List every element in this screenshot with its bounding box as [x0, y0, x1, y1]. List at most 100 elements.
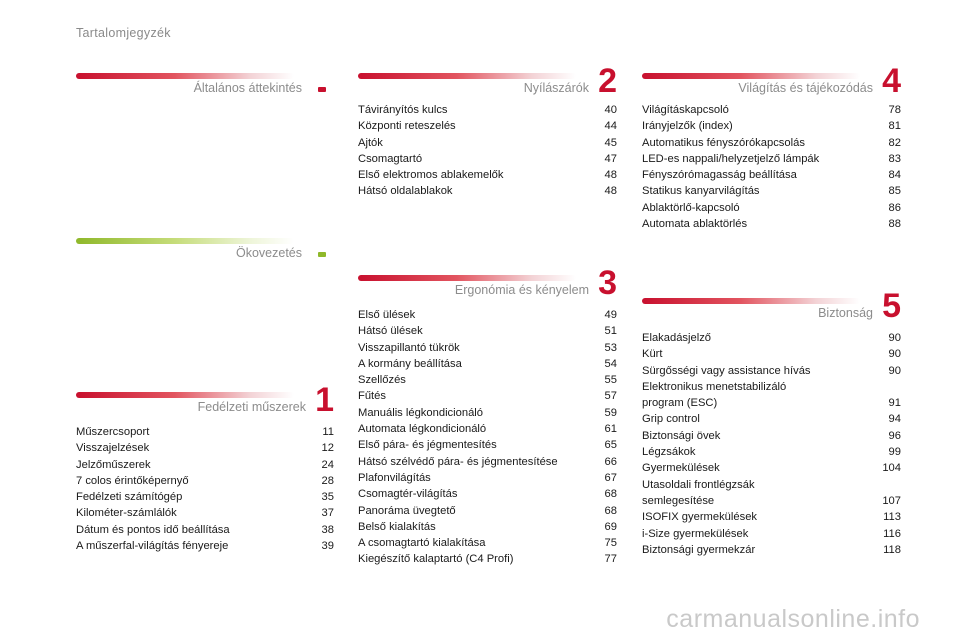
- entry-label: Jelzőműszerek: [76, 458, 151, 471]
- toc-entry[interactable]: Automata légkondicionáló 61: [358, 421, 617, 437]
- toc-entry[interactable]: Visszajelzések 12: [76, 440, 334, 456]
- section-general-overview: Általános áttekintés: [76, 70, 330, 100]
- toc-entry[interactable]: Fedélzeti számítógép 35: [76, 489, 334, 505]
- entry-page: 61: [604, 423, 617, 436]
- entry-label: Manuális légkondicionáló: [358, 406, 484, 419]
- toc-entry[interactable]: Belső kialakítás 69: [358, 519, 617, 535]
- entry-label: A kormány beállítása: [358, 357, 462, 370]
- entry-label: Elakadásjelző: [642, 332, 712, 344]
- entry-label: Kilométer-számlálók: [76, 507, 177, 520]
- toc-entry[interactable]: Automata ablaktörlés 88: [642, 216, 901, 232]
- toc-entry[interactable]: LED-es nappali/helyzetjelző lámpák 83: [642, 151, 901, 167]
- toc-entry[interactable]: A műszerfal-világítás fényereje 39: [76, 538, 334, 554]
- toc-entry[interactable]: Központi reteszelés 44: [358, 118, 617, 134]
- toc-entry[interactable]: Elakadásjelző 90: [642, 330, 901, 346]
- entry-list: Elakadásjelző 90 Kürt 90 Sürgősségi vagy a…: [642, 330, 901, 558]
- entry-label: Statikus kanyarvilágítás: [642, 185, 760, 198]
- toc-entry[interactable]: Csomagtartó 47: [358, 151, 617, 167]
- entry-page: 45: [604, 136, 617, 149]
- section-marker-dot: [318, 87, 326, 92]
- section-title[interactable]: Általános áttekintés: [193, 81, 302, 95]
- entry-page: 48: [604, 169, 617, 182]
- toc-entry[interactable]: Panoráma üvegtető 68: [358, 503, 617, 519]
- toc-entry[interactable]: Fűtés 57: [358, 388, 617, 404]
- toc-entry[interactable]: Műszercsoport 11: [76, 424, 334, 440]
- toc-entry[interactable]: A kormány beállítása 54: [358, 356, 617, 372]
- toc-entry[interactable]: Irányjelzők (index) 81: [642, 118, 901, 134]
- toc-entry[interactable]: Grip control 94: [642, 411, 901, 427]
- entry-label: Plafonvilágítás: [358, 471, 431, 484]
- entry-label: Távirányítós kulcs: [358, 104, 448, 116]
- entry-label: i-Size gyermekülések: [642, 527, 749, 540]
- toc-entry[interactable]: A csomagtartó kialakítása 75: [358, 535, 617, 551]
- entry-page: 104: [882, 462, 901, 475]
- toc-entry[interactable]: Visszapillantó tükrök 53: [358, 340, 617, 356]
- entry-list: Első ülések 49 Hátsó ülések 51 Visszapilla…: [358, 307, 617, 568]
- toc-entry[interactable]: Ajtók 45: [358, 135, 617, 151]
- toc-entry[interactable]: Kürt 90: [642, 346, 901, 362]
- entry-page: 82: [888, 136, 901, 149]
- toc-entry[interactable]: Szellőzés 55: [358, 372, 617, 388]
- entry-label: Biztonsági övek: [642, 429, 721, 442]
- toc-entry[interactable]: 7 colos érintőképernyő 28: [76, 473, 334, 489]
- toc-entry[interactable]: Távirányítós kulcs 40: [358, 102, 617, 118]
- toc-entry[interactable]: Légzsákok 99: [642, 444, 901, 460]
- toc-entry[interactable]: Kilométer-számlálók 37: [76, 505, 334, 521]
- toc-entry[interactable]: Hátsó szélvédő pára- és jégmentesítése 66: [358, 454, 617, 470]
- toc-entry[interactable]: Első ülések 49: [358, 307, 617, 323]
- entry-page: 91: [888, 397, 901, 410]
- toc-entry[interactable]: Első elektromos ablakemelők 48: [358, 167, 617, 183]
- entry-label: Műszercsoport: [76, 426, 150, 438]
- toc-entry[interactable]: Gyermekülések 104: [642, 460, 901, 476]
- toc-entry[interactable]: Manuális légkondicionáló 59: [358, 405, 617, 421]
- entry-label: Fényszórómagasság beállítása: [642, 169, 797, 182]
- toc-entry[interactable]: Hátsó oldalablakok 48: [358, 183, 617, 199]
- section-title[interactable]: Világítás és tájékozódás: [738, 81, 873, 95]
- toc-entry[interactable]: Sürgősségi vagy assistance hívás 90: [642, 363, 901, 379]
- toc-entry[interactable]: Kiegészítő kalaptartó (C4 Profi) 77: [358, 551, 617, 567]
- toc-entry[interactable]: Utasoldali frontlégzsák semlegesítése 107: [642, 477, 901, 510]
- entry-label: Gyermekülések: [642, 462, 720, 475]
- section-safety: Biztonság 5 Elakadásjelző 90 Kürt 90 Sürgő…: [642, 289, 901, 558]
- entry-page: 66: [604, 455, 617, 468]
- section-title[interactable]: Ökovezetés: [235, 246, 302, 260]
- toc-entry[interactable]: Plafonvilágítás 67: [358, 470, 617, 486]
- toc-entry[interactable]: Automatikus fényszórókapcsolás 82: [642, 135, 901, 151]
- toc-entry[interactable]: Dátum és pontos idő beállítása 38: [76, 522, 334, 538]
- entry-page: 78: [888, 104, 901, 116]
- entry-page: 86: [888, 201, 901, 214]
- entry-page: 28: [321, 474, 334, 487]
- entry-page: 65: [604, 439, 617, 452]
- entry-page: 57: [604, 390, 617, 403]
- toc-entry[interactable]: Fényszórómagasság beállítása 84: [642, 167, 901, 183]
- entry-page: 40: [604, 104, 617, 116]
- entry-label: LED-es nappali/helyzetjelző lámpák: [642, 152, 820, 165]
- section-number-badge: 2: [598, 62, 617, 100]
- toc-entry[interactable]: Jelzőműszerek 24: [76, 457, 334, 473]
- toc-entry[interactable]: Statikus kanyarvilágítás 85: [642, 183, 901, 199]
- section-title[interactable]: Biztonság: [818, 306, 873, 320]
- toc-entry[interactable]: Biztonsági gyermekzár 118: [642, 542, 901, 558]
- entry-label: Csomagtér-világítás: [358, 488, 458, 501]
- toc-entry[interactable]: Csomagtér-világítás 68: [358, 486, 617, 502]
- entry-list: Világításkapcsoló 78 Irányjelzők (index) 8…: [642, 102, 901, 232]
- entry-page: 85: [888, 185, 901, 198]
- toc-entry[interactable]: Világításkapcsoló 78: [642, 102, 901, 118]
- entry-label: ISOFIX gyermekülések: [642, 511, 758, 524]
- entry-page: 37: [321, 507, 334, 520]
- toc-entry[interactable]: ISOFIX gyermekülések 113: [642, 509, 901, 525]
- section-title[interactable]: Fedélzeti műszerek: [197, 400, 306, 414]
- entry-label: Dátum és pontos idő beállítása: [76, 523, 230, 536]
- section-title[interactable]: Nyílászárók: [523, 81, 589, 95]
- toc-entry[interactable]: i-Size gyermekülések 116: [642, 526, 901, 542]
- toc-entry[interactable]: Hátsó ülések 51: [358, 323, 617, 339]
- toc-entry[interactable]: Elektronikus menetstabilizáló program (E…: [642, 379, 901, 412]
- toc-entry[interactable]: Ablaktörlő-kapcsoló 86: [642, 200, 901, 216]
- section-title[interactable]: Ergonómia és kényelem: [454, 283, 589, 297]
- entry-page: 54: [604, 357, 617, 370]
- entry-label: Csomagtartó: [358, 152, 423, 165]
- toc-entry[interactable]: Első pára- és jégmentesítés 65: [358, 437, 617, 453]
- toc-entry[interactable]: Biztonsági övek 96: [642, 428, 901, 444]
- entry-page: 96: [888, 429, 901, 442]
- entry-page: 90: [888, 364, 901, 377]
